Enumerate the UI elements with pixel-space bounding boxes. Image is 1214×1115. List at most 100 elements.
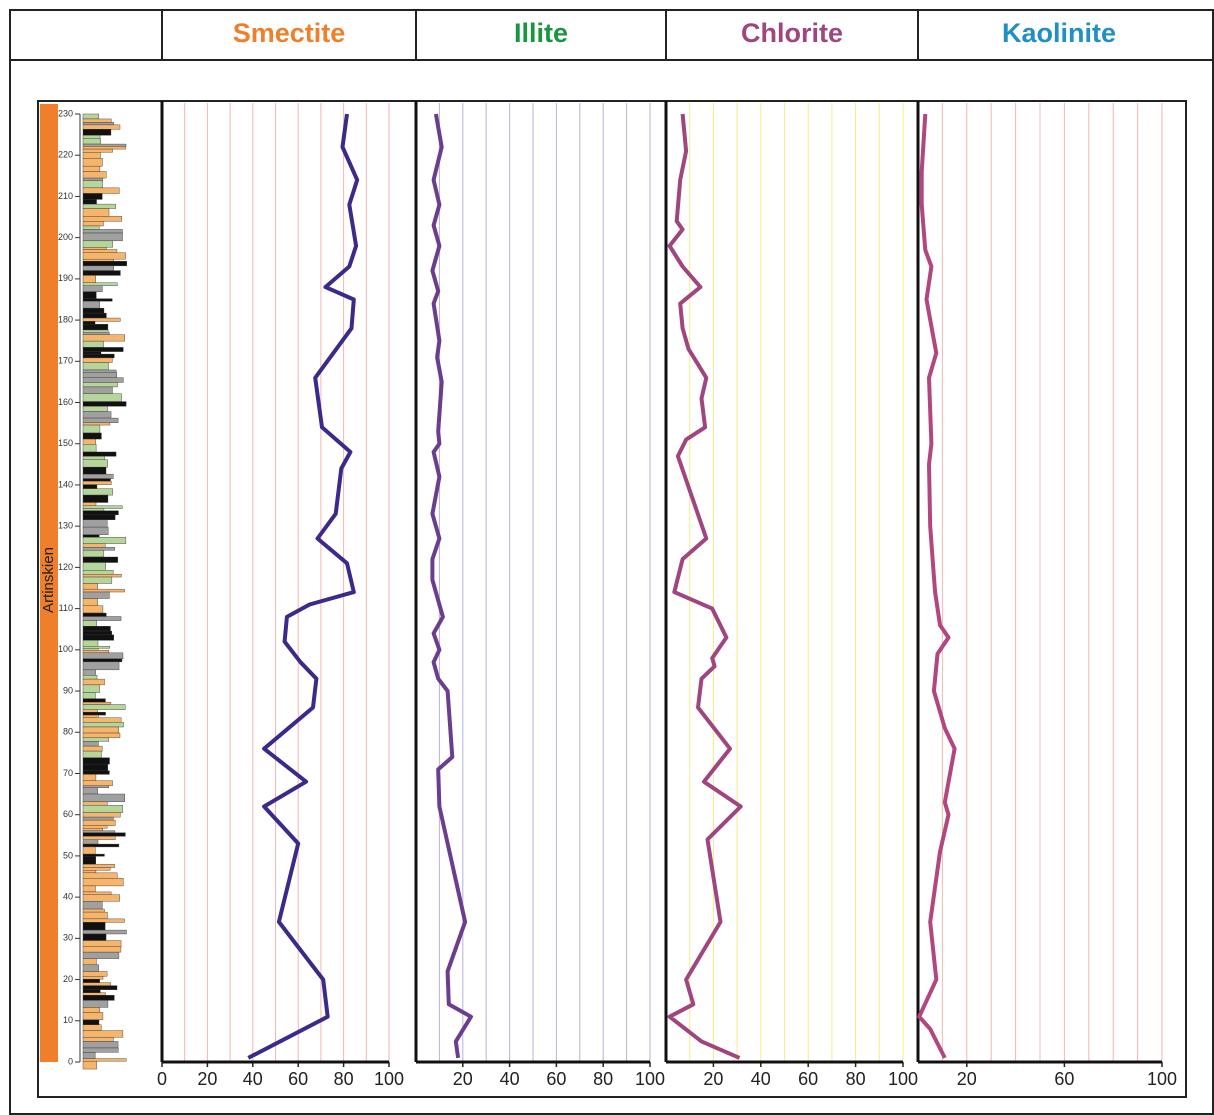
- lithology-bed: [82, 247, 107, 250]
- lithology-bed: [82, 908, 105, 913]
- lithology-bed: [82, 745, 103, 752]
- lithology-bed: [82, 438, 96, 445]
- lithology-bed: [82, 652, 124, 660]
- lithology-bed: [82, 300, 100, 309]
- y-tick-label: 10: [63, 1015, 73, 1025]
- lithology-bed: [82, 630, 112, 636]
- lithology-bed: [82, 362, 109, 371]
- lithology-bed: [82, 221, 104, 227]
- lithology-bed: [82, 1024, 102, 1031]
- lithology-bed: [82, 878, 124, 887]
- lithology-bed: [82, 152, 101, 159]
- lithology-bed: [82, 825, 108, 829]
- lithology-bed: [82, 634, 114, 641]
- y-tick-label: 0: [68, 1056, 73, 1066]
- lithology-bed: [82, 1012, 104, 1021]
- lithology-bed: [82, 839, 99, 845]
- lithology-bed: [82, 872, 118, 879]
- lithology-bed: [82, 901, 103, 910]
- lithology-bed: [82, 282, 118, 286]
- lithology-bed: [82, 203, 116, 209]
- lithology-bed: [82, 819, 116, 826]
- lithology-bed: [82, 543, 106, 548]
- lithology-bed: [82, 612, 107, 617]
- lithology-bed: [82, 692, 96, 699]
- lithology-bed: [82, 1041, 119, 1049]
- lithology-bed: [82, 616, 122, 621]
- lithology-bed: [82, 785, 109, 789]
- lithology-bed: [82, 1058, 127, 1062]
- lithology-bed: [82, 275, 96, 284]
- lithology-bed: [82, 891, 112, 895]
- lithology-bed: [82, 894, 120, 902]
- lithology-bed: [82, 976, 104, 980]
- x-tick-label: 20: [703, 1069, 723, 1089]
- lithology-bed: [82, 424, 101, 434]
- x-tick-label: 20: [957, 1069, 977, 1089]
- lithology-bed: [82, 324, 109, 331]
- x-tick-label: 100: [635, 1069, 665, 1089]
- x-tick-label: 60: [1054, 1069, 1074, 1089]
- lithology-bed: [82, 714, 99, 718]
- lithology-bed: [82, 422, 111, 426]
- lithology-bed: [82, 774, 97, 781]
- lithology-bed: [82, 951, 120, 959]
- lithology-bed: [82, 298, 113, 302]
- lithology-bed: [82, 992, 106, 996]
- panel-title: Kaolinite: [1002, 18, 1116, 48]
- lithology-bed: [82, 484, 98, 489]
- lithology-bed: [82, 411, 112, 419]
- lithology-bed: [82, 122, 115, 126]
- lithology-bed: [82, 846, 96, 855]
- lithology-bed: [82, 678, 105, 686]
- lithology-bed: [82, 929, 127, 935]
- lithology-bed: [82, 801, 108, 806]
- lithology-bed: [82, 1047, 119, 1053]
- lithology-bed: [82, 357, 113, 363]
- lithology-bed: [82, 940, 122, 947]
- lithology-bed: [82, 444, 97, 453]
- lithology-bed: [82, 261, 127, 267]
- y-tick-label: 160: [58, 397, 73, 407]
- lithology-bed: [82, 828, 103, 831]
- y-tick-label: 210: [58, 191, 73, 201]
- lithology-bed: [82, 626, 111, 632]
- lithology-bed: [82, 478, 111, 482]
- x-tick-label: 60: [798, 1069, 818, 1089]
- lithology-bed: [82, 177, 103, 181]
- y-tick-label: 130: [58, 521, 73, 531]
- lithology-bed: [82, 118, 112, 123]
- lithology-bed: [82, 922, 106, 931]
- panel-title: Smectite: [233, 18, 346, 48]
- lithology-bed: [82, 763, 108, 771]
- lithology-bed: [82, 598, 98, 606]
- lithology-bed: [82, 334, 125, 342]
- lithology-bed: [82, 240, 113, 248]
- lithology-bed: [82, 456, 105, 460]
- y-tick-label: 20: [63, 974, 73, 984]
- y-tick-label: 200: [58, 232, 73, 242]
- lithology-bed: [82, 526, 109, 535]
- lithology-bed: [82, 650, 110, 654]
- lithology-bed: [82, 171, 107, 179]
- lithology-bed: [82, 971, 108, 977]
- lithology-bed: [82, 995, 115, 1001]
- lithology-bed: [82, 135, 101, 139]
- lithology-bed: [82, 661, 120, 671]
- x-tick-label: 40: [243, 1069, 263, 1089]
- lithology-bed: [82, 505, 123, 509]
- y-tick-label: 220: [58, 150, 73, 160]
- lithology-bed: [82, 812, 121, 818]
- x-tick-label: 80: [846, 1069, 866, 1089]
- lithology-bed: [82, 258, 114, 262]
- lithology-bed: [82, 519, 108, 528]
- lithology-bed: [82, 466, 107, 475]
- lithology-bed: [82, 843, 120, 848]
- y-tick-label: 230: [58, 108, 73, 118]
- lithology-bed: [82, 1019, 100, 1025]
- lithology-bed: [82, 675, 98, 680]
- panel-title: Chlorite: [741, 18, 843, 48]
- lithology-bed: [82, 864, 115, 868]
- lithology-bed: [82, 312, 107, 319]
